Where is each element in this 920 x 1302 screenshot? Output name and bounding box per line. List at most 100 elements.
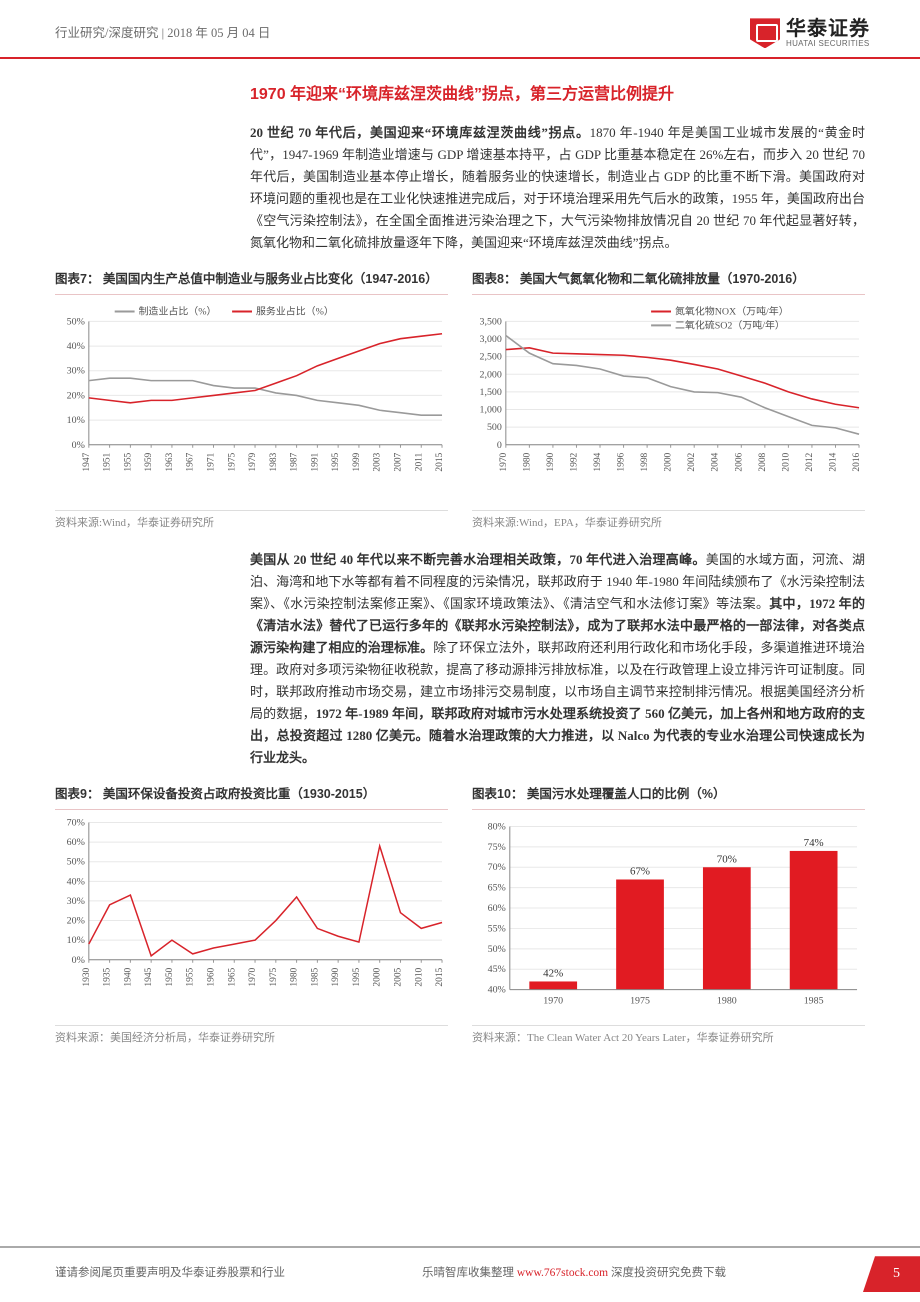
svg-text:0: 0 bbox=[497, 440, 502, 451]
svg-text:1960: 1960 bbox=[206, 967, 216, 986]
svg-text:1970: 1970 bbox=[499, 452, 509, 471]
svg-text:1996: 1996 bbox=[617, 452, 627, 471]
svg-text:1970: 1970 bbox=[543, 995, 563, 1006]
svg-text:2000: 2000 bbox=[664, 452, 674, 471]
svg-text:60%: 60% bbox=[488, 903, 506, 914]
svg-text:1970: 1970 bbox=[248, 967, 258, 986]
page-header: 行业研究/深度研究 | 2018 年 05 月 04 日 华泰证券 HUATAI… bbox=[0, 0, 920, 59]
svg-text:75%: 75% bbox=[488, 842, 506, 853]
svg-text:二氧化硫SO2（万吨/年）: 二氧化硫SO2（万吨/年） bbox=[675, 318, 785, 331]
svg-text:2,500: 2,500 bbox=[479, 351, 501, 362]
brand-logo: 华泰证券 HUATAI SECURITIES bbox=[750, 18, 870, 49]
svg-text:1987: 1987 bbox=[290, 452, 300, 471]
svg-text:1999: 1999 bbox=[352, 452, 362, 471]
svg-text:50%: 50% bbox=[67, 856, 85, 867]
footer-mid-c: 深度投资研究免费下载 bbox=[608, 1267, 726, 1279]
svg-text:70%: 70% bbox=[67, 817, 85, 828]
svg-text:1950: 1950 bbox=[165, 967, 175, 986]
para2-e: 1972 年-1989 年间，联邦政府对城市污水处理系统投资了 560 亿美元，… bbox=[250, 706, 865, 765]
svg-text:1975: 1975 bbox=[630, 995, 650, 1006]
svg-text:1,500: 1,500 bbox=[479, 387, 501, 398]
svg-text:1935: 1935 bbox=[103, 967, 113, 986]
svg-text:3,500: 3,500 bbox=[479, 316, 501, 327]
svg-text:2008: 2008 bbox=[758, 452, 768, 471]
svg-text:40%: 40% bbox=[488, 984, 506, 995]
logo-cn: 华泰证券 bbox=[786, 18, 870, 40]
chart8-svg: 05001,0001,5002,0002,5003,0003,500197019… bbox=[472, 301, 865, 501]
svg-text:70%: 70% bbox=[488, 862, 506, 873]
svg-text:60%: 60% bbox=[67, 837, 85, 848]
chart10-svg: 40%45%50%55%60%65%70%75%80%42%197067%197… bbox=[472, 816, 865, 1016]
page-footer: 谨请参阅尾页重要声明及华泰证券股票和行业 乐晴智库收集整理 www.767sto… bbox=[0, 1246, 920, 1302]
chart10-title: 图表10： 美国污水处理覆盖人口的比例（%） bbox=[472, 784, 865, 810]
svg-text:1980: 1980 bbox=[717, 995, 737, 1006]
chart8-source: 资料来源:Wind，EPA，华泰证券研究所 bbox=[472, 510, 865, 533]
svg-text:1967: 1967 bbox=[186, 452, 196, 471]
svg-text:2015: 2015 bbox=[435, 452, 445, 471]
svg-text:2015: 2015 bbox=[435, 967, 445, 986]
svg-text:55%: 55% bbox=[488, 923, 506, 934]
svg-text:1991: 1991 bbox=[310, 452, 320, 471]
svg-text:1975: 1975 bbox=[227, 452, 237, 471]
svg-text:74%: 74% bbox=[804, 837, 824, 849]
svg-text:40%: 40% bbox=[67, 876, 85, 887]
chart8-col: 图表8： 美国大气氮氧化物和二氧化硫排放量（1970-2016） 05001,0… bbox=[472, 269, 865, 533]
svg-text:1965: 1965 bbox=[227, 967, 237, 986]
svg-text:40%: 40% bbox=[67, 341, 85, 352]
chart7-col: 图表7： 美国国内生产总值中制造业与服务业占比变化（1947-2016） 0% 1… bbox=[55, 269, 448, 533]
svg-text:2006: 2006 bbox=[734, 452, 744, 471]
svg-text:1990: 1990 bbox=[546, 452, 556, 471]
svg-text:42%: 42% bbox=[543, 967, 563, 979]
svg-text:2002: 2002 bbox=[687, 452, 697, 471]
svg-text:2014: 2014 bbox=[828, 452, 838, 471]
svg-text:70%: 70% bbox=[717, 853, 737, 865]
chart7-title: 图表7： 美国国内生产总值中制造业与服务业占比变化（1947-2016） bbox=[55, 269, 448, 295]
svg-text:50%: 50% bbox=[67, 316, 85, 327]
svg-text:1940: 1940 bbox=[123, 967, 133, 986]
svg-text:1955: 1955 bbox=[186, 967, 196, 986]
svg-text:65%: 65% bbox=[488, 882, 506, 893]
chart7-svg: 0%10%20%30%40%50%19471951195519591963196… bbox=[55, 301, 448, 501]
footer-mid: 乐晴智库收集整理 www.767stock.com 深度投资研究免费下载 bbox=[422, 1264, 726, 1284]
svg-text:2003: 2003 bbox=[373, 452, 383, 471]
charts-row-1: 图表7： 美国国内生产总值中制造业与服务业占比变化（1947-2016） 0% 1… bbox=[55, 269, 865, 533]
para2-a: 美国从 20 世纪 40 年代以来不断完善水治理相关政策，70 年代进入治理高峰… bbox=[250, 552, 706, 567]
svg-text:2005: 2005 bbox=[393, 967, 403, 986]
svg-text:0%: 0% bbox=[72, 955, 85, 966]
paragraph-1: 20 世纪 70 年代后，美国迎来“环境库兹涅茨曲线”拐点。1870 年-194… bbox=[250, 122, 865, 255]
chart9-svg: 0%10%20%30%40%50%60%70%19301935194019451… bbox=[55, 816, 448, 1016]
svg-text:2004: 2004 bbox=[711, 452, 721, 471]
chart9-col: 图表9： 美国环保设备投资占政府投资比重（1930-2015） 0%10%20%… bbox=[55, 784, 448, 1048]
logo-icon bbox=[750, 18, 780, 48]
svg-text:1971: 1971 bbox=[206, 452, 216, 471]
paragraph-2: 美国从 20 世纪 40 年代以来不断完善水治理相关政策，70 年代进入治理高峰… bbox=[250, 549, 865, 770]
svg-text:1985: 1985 bbox=[804, 995, 824, 1006]
svg-text:1992: 1992 bbox=[569, 452, 579, 471]
footer-mid-a: 乐晴智库收集整理 bbox=[422, 1267, 517, 1279]
svg-text:1980: 1980 bbox=[522, 452, 532, 471]
charts-row-2: 图表9： 美国环保设备投资占政府投资比重（1930-2015） 0%10%20%… bbox=[55, 784, 865, 1048]
footer-left: 谨请参阅尾页重要声明及华泰证券股票和行业 bbox=[55, 1264, 285, 1284]
svg-text:0%: 0% bbox=[72, 440, 85, 451]
footer-mid-link: www.767stock.com bbox=[517, 1267, 608, 1279]
svg-text:1990: 1990 bbox=[331, 967, 341, 986]
svg-text:1930: 1930 bbox=[82, 967, 92, 986]
svg-text:1983: 1983 bbox=[269, 452, 279, 471]
svg-text:1994: 1994 bbox=[593, 452, 603, 471]
svg-text:1995: 1995 bbox=[331, 452, 341, 471]
chart9-title: 图表9： 美国环保设备投资占政府投资比重（1930-2015） bbox=[55, 784, 448, 810]
chart8-title: 图表8： 美国大气氮氧化物和二氧化硫排放量（1970-2016） bbox=[472, 269, 865, 295]
svg-text:2012: 2012 bbox=[805, 452, 815, 471]
svg-text:1951: 1951 bbox=[103, 452, 113, 471]
para1-lead: 20 世纪 70 年代后，美国迎来“环境库兹涅茨曲线”拐点。 bbox=[250, 125, 590, 140]
svg-text:67%: 67% bbox=[630, 865, 650, 877]
svg-text:1959: 1959 bbox=[144, 452, 154, 471]
svg-text:50%: 50% bbox=[488, 944, 506, 955]
svg-text:10%: 10% bbox=[67, 415, 85, 426]
chart7-source: 资料来源:Wind，华泰证券研究所 bbox=[55, 510, 448, 533]
svg-text:2,000: 2,000 bbox=[479, 369, 501, 380]
svg-text:2011: 2011 bbox=[414, 452, 424, 471]
page-number: 5 bbox=[863, 1256, 920, 1292]
svg-text:2010: 2010 bbox=[781, 452, 791, 471]
svg-text:80%: 80% bbox=[488, 821, 506, 832]
